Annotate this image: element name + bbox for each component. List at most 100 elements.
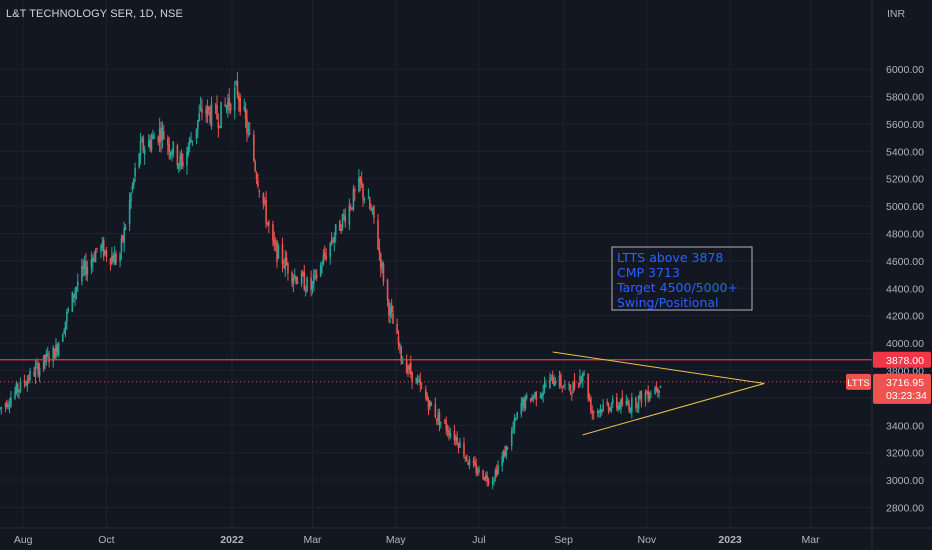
candle-body [590,398,592,411]
candle-body [344,215,347,223]
candle-body [486,476,488,482]
candle-body [15,383,18,394]
candle-body [138,153,140,168]
candle-body [581,373,584,382]
candle-body [167,138,169,145]
candle-body [572,382,574,394]
candle-body [371,207,374,209]
y-tick-label: 5600.00 [886,119,924,131]
candle-body [102,240,105,257]
candle-body [360,180,363,185]
candle-body [177,164,180,169]
candle-body [564,384,566,386]
candle-body [501,456,503,467]
candle-body [494,470,497,478]
candle-body [625,400,628,405]
candle-body [37,363,40,375]
candle-body [621,396,624,406]
candle-body [504,450,506,457]
candle-body [467,462,469,465]
candle-body [310,277,312,290]
candle-body [468,459,471,467]
candle-body [6,403,8,408]
candle-body [640,391,643,403]
candle-body [246,118,248,134]
candle-body [76,281,79,287]
symbol-label: LTTS [847,378,870,389]
candle-body [396,323,398,334]
candle-body [577,385,580,387]
candle-body [362,184,364,198]
candle-body [516,412,518,418]
candle-body [169,152,172,157]
candle-body [560,374,562,387]
candle-body [91,258,94,263]
candle-body [562,386,565,388]
candle-body [463,442,465,457]
candle-body [381,263,383,267]
candle-body [253,134,255,161]
candle-body [646,393,648,395]
candle-body [456,436,458,444]
candle-body [313,274,315,284]
drawings[interactable] [0,351,872,436]
candle-body [188,138,191,145]
candle-body [63,330,65,334]
candle-body [243,107,246,110]
candle-body [636,406,639,408]
x-tick-label: Aug [14,534,33,546]
candle-body [647,391,650,399]
candle-body [363,198,366,201]
candle-body [75,287,78,292]
candle-body [449,433,452,438]
candle-body [512,427,514,430]
candle-body [45,353,48,363]
candle-body [160,131,162,142]
candle-body [238,95,240,102]
candle-body [86,267,89,275]
candle-body [358,178,360,192]
candle-body [64,321,67,332]
candle-body [101,242,104,248]
candle-body [379,253,382,269]
candle-body [287,263,289,274]
candle-body [300,273,303,284]
last-price-tag [873,373,931,404]
countdown-label: 03:23:34 [886,390,927,402]
candle-body [524,395,527,409]
candle-body [120,237,123,252]
candle-body [74,292,76,299]
candle-body [195,128,198,139]
candle-body [147,139,150,147]
candle-body [401,361,404,364]
x-tick-label: 2022 [220,534,244,546]
candle-body [228,98,231,106]
candle-body [407,370,409,372]
candle-body [171,154,173,156]
candle-body [276,240,278,262]
candle-body [268,221,270,226]
candle-body [315,274,318,279]
candle-body [515,418,517,421]
candle-body [105,250,108,258]
candle-body [172,141,175,154]
candle-body [248,133,251,135]
candle-body [227,101,229,110]
candle-body [306,277,308,292]
candle-body [325,255,327,259]
candle-body [534,392,536,397]
candle-body [152,134,154,139]
candle-body [113,253,116,265]
candle-body [445,422,448,431]
candle-body [435,418,438,421]
candle-body [162,131,165,140]
candle-body [132,179,135,186]
candle-body [399,344,401,347]
candle-body [617,405,619,410]
candle-body [459,441,461,448]
candle-body [606,402,609,404]
candle-body [198,113,201,121]
